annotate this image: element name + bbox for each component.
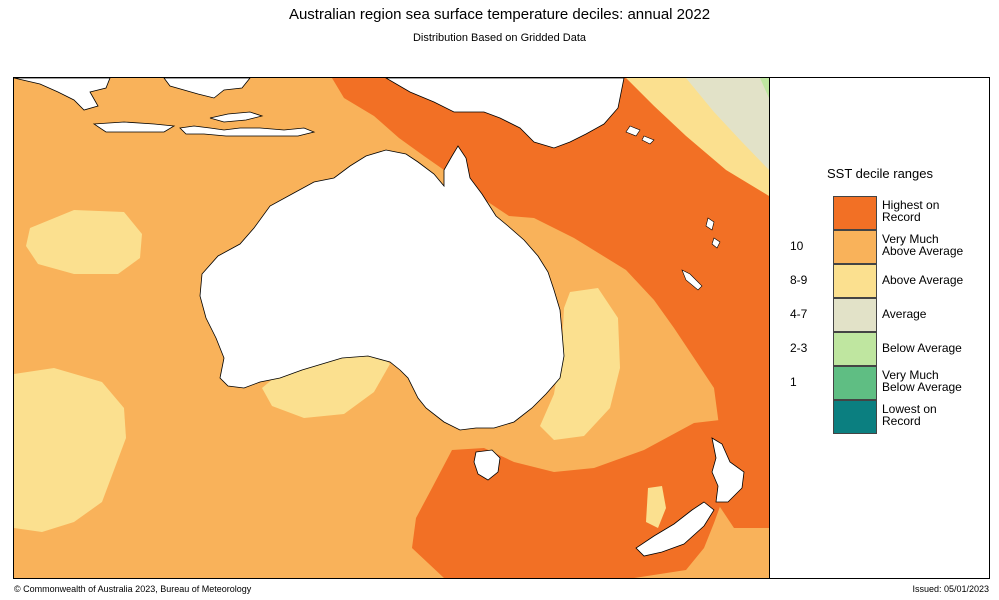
legend-row-below-average: 2-3 Below Average bbox=[790, 332, 990, 366]
legend-row-very-much-below: 1 Very Much Below Average bbox=[790, 366, 990, 400]
legend-label-line1: Highest on bbox=[882, 198, 940, 212]
sst-decile-map bbox=[14, 78, 769, 578]
new-zealand-north-island bbox=[711, 437, 745, 503]
legend-title: SST decile ranges bbox=[827, 166, 933, 181]
legend-label: Highest on Record bbox=[882, 199, 992, 223]
sulawesi-landmass bbox=[163, 78, 251, 99]
region-above-average-southwest bbox=[14, 368, 126, 532]
region-below-average-ne bbox=[760, 78, 769, 98]
region-above-average-coral-sea bbox=[540, 288, 620, 440]
region-average-ne bbox=[686, 78, 769, 170]
legend-swatch-average bbox=[833, 298, 877, 332]
legend-swatch-very-much-below bbox=[833, 366, 877, 400]
legend-num: 4-7 bbox=[790, 307, 808, 321]
vanuatu-islands bbox=[705, 217, 721, 249]
legend-row-above-average: 8-9 Above Average bbox=[790, 264, 990, 298]
lesser-sunda-islands bbox=[179, 125, 316, 137]
legend-swatch-lowest bbox=[833, 400, 877, 434]
new-caledonia bbox=[681, 269, 703, 291]
map-right-border bbox=[769, 78, 770, 578]
legend-label-line1: Lowest on bbox=[882, 402, 937, 416]
legend-label: Below Average bbox=[882, 341, 962, 355]
map-title: Australian region sea surface temperatur… bbox=[288, 6, 711, 23]
solomon-islands bbox=[625, 125, 655, 145]
legend-row-very-much-above: 10 Very Much Above Average bbox=[790, 230, 990, 264]
copyright-notice: © Commonwealth of Australia 2023, Bureau… bbox=[14, 584, 252, 594]
map-subtitle: Distribution Based on Gridded Data bbox=[412, 32, 587, 44]
legend-swatch-below-average bbox=[833, 332, 877, 366]
legend-row-highest: Highest on Record bbox=[790, 196, 990, 230]
australia-landmass bbox=[199, 145, 565, 431]
tasmania-landmass bbox=[473, 449, 501, 481]
legend-row-average: 4-7 Average bbox=[790, 298, 990, 332]
legend-label-line2: Below Average bbox=[882, 380, 962, 394]
legend-num: 8-9 bbox=[790, 273, 808, 287]
legend-swatch-highest bbox=[833, 196, 877, 230]
legend-label: Above Average bbox=[882, 273, 964, 287]
legend-swatch-above-average bbox=[833, 264, 877, 298]
region-above-average-tasman bbox=[646, 486, 666, 528]
legend-label-line2: Above Average bbox=[882, 244, 964, 258]
legend-num: 2-3 bbox=[790, 341, 808, 355]
legend-label: Average bbox=[882, 307, 927, 321]
legend-label-line1: Very Much bbox=[882, 232, 939, 246]
legend-num: 10 bbox=[790, 239, 804, 253]
legend-row-lowest: Lowest on Record bbox=[790, 400, 990, 434]
legend-label-line1: Very Much bbox=[882, 368, 939, 382]
region-record-high-north-east bbox=[332, 78, 769, 528]
timor-landmass bbox=[209, 111, 264, 123]
java-landmass bbox=[92, 121, 176, 133]
new-zealand-south-island bbox=[635, 501, 715, 557]
legend-label: Very Much Below Average bbox=[882, 369, 992, 393]
legend-label: Very Much Above Average bbox=[882, 233, 992, 257]
indonesia-west-landmass bbox=[14, 78, 111, 111]
region-above-average-west bbox=[26, 210, 142, 274]
legend-label-line2: Record bbox=[882, 414, 921, 428]
legend-label: Lowest on Record bbox=[882, 403, 992, 427]
legend-label-line2: Record bbox=[882, 210, 921, 224]
legend-num: 1 bbox=[790, 375, 797, 389]
issued-date: Issued: 05/01/2023 bbox=[912, 584, 989, 594]
new-guinea-landmass bbox=[385, 78, 625, 149]
legend-swatch-very-much-above bbox=[833, 230, 877, 264]
